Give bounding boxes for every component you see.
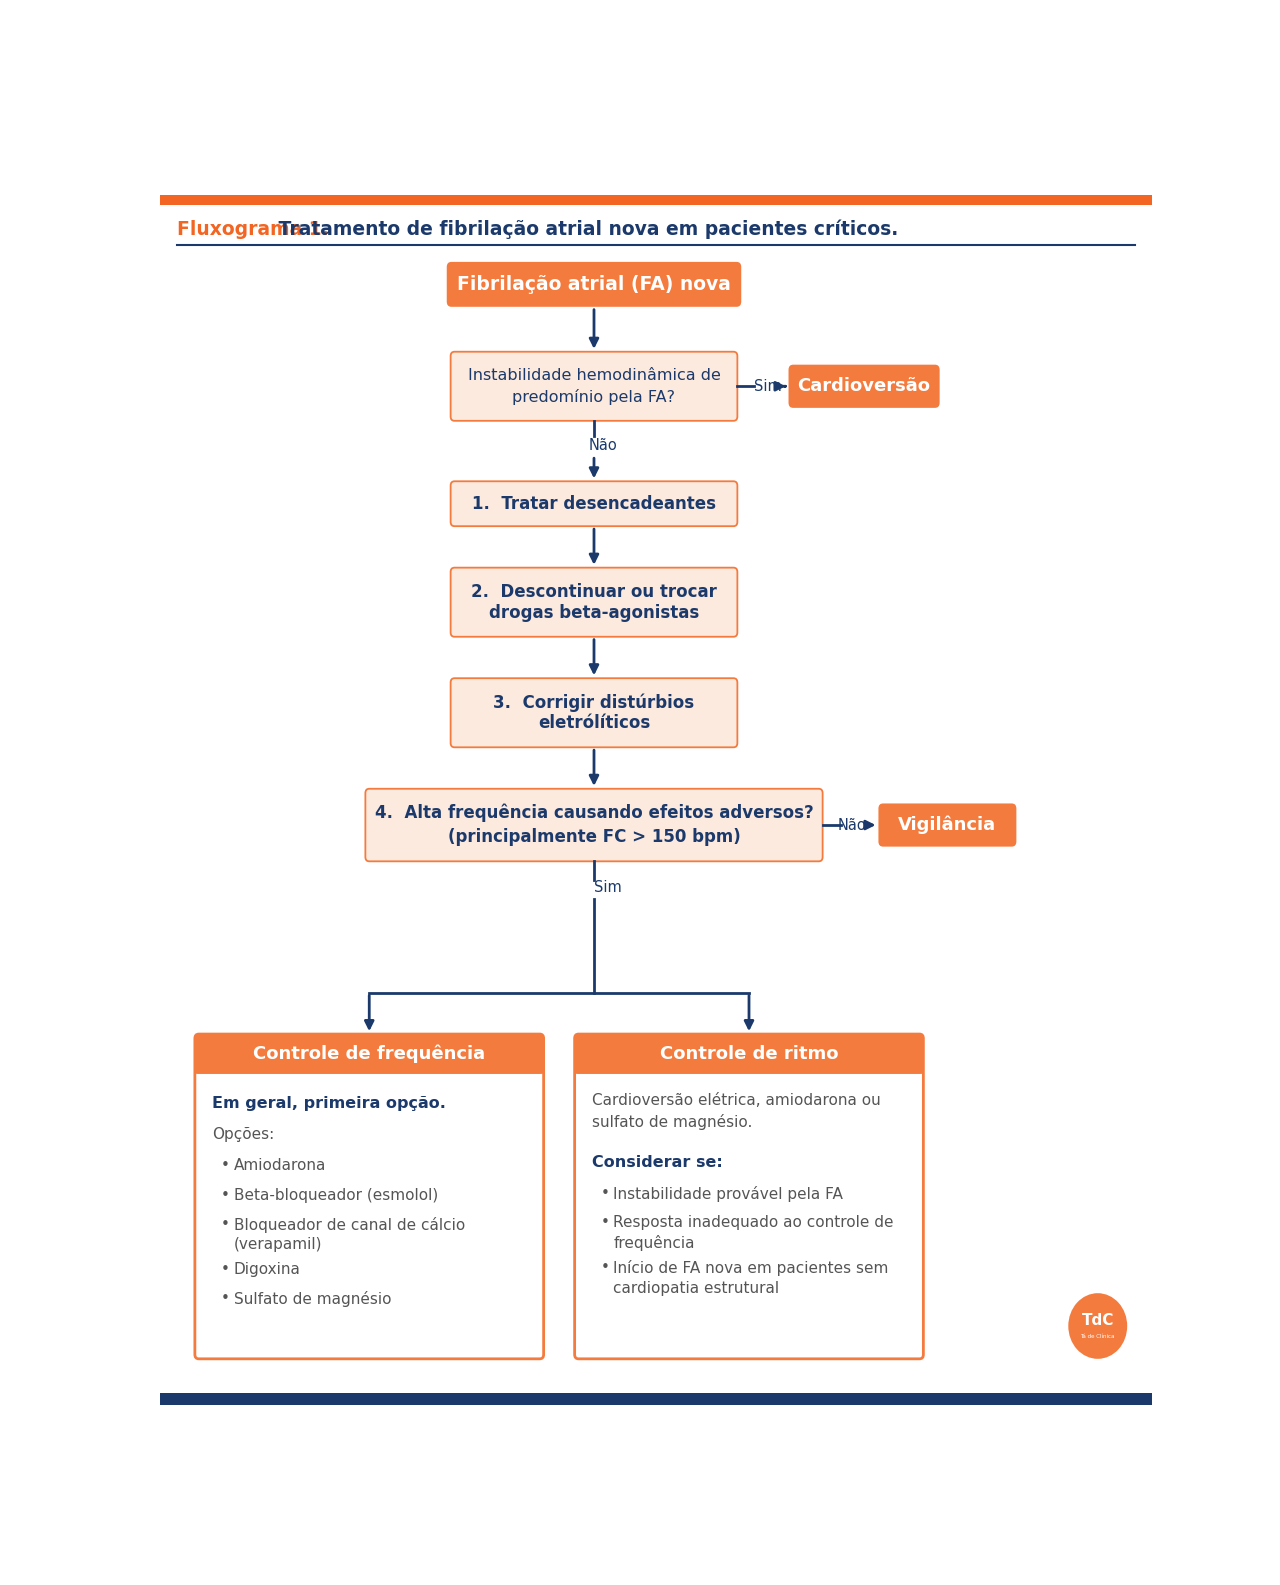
Bar — [160, 1393, 1152, 1406]
Bar — [160, 195, 1152, 204]
Text: Beta-bloqueador (esmolol): Beta-bloqueador (esmolol) — [234, 1187, 438, 1203]
Text: eletrólíticos: eletrólíticos — [538, 715, 650, 732]
Text: 2.  Descontinuar ou trocar: 2. Descontinuar ou trocar — [471, 583, 717, 601]
Text: TdC: TdC — [1082, 1314, 1114, 1328]
Text: Fluxograma 1.: Fluxograma 1. — [177, 220, 329, 239]
Text: (principalmente FC > 150 bpm): (principalmente FC > 150 bpm) — [448, 827, 740, 846]
Text: predomínio pela FA?: predomínio pela FA? — [512, 388, 676, 404]
Text: Sim: Sim — [754, 379, 782, 393]
Text: Cardioversão: Cardioversão — [797, 377, 931, 395]
Text: Resposta inadequado ao controle de
frequência: Resposta inadequado ao controle de frequ… — [613, 1216, 893, 1251]
FancyBboxPatch shape — [195, 1033, 544, 1358]
Text: Fibrilação atrial (FA) nova: Fibrilação atrial (FA) nova — [457, 274, 731, 293]
Text: Sulfato de magnésio: Sulfato de magnésio — [234, 1292, 392, 1308]
Text: Tratamento de fibrilação atrial nova em pacientes críticos.: Tratamento de fibrilação atrial nova em … — [273, 219, 899, 239]
Text: Vigilância: Vigilância — [899, 816, 996, 834]
Text: •: • — [221, 1187, 230, 1203]
FancyBboxPatch shape — [575, 1033, 923, 1073]
Text: 4.  Alta frequência causando efeitos adversos?: 4. Alta frequência causando efeitos adve… — [375, 804, 813, 823]
Text: Considerar se:: Considerar se: — [591, 1155, 722, 1170]
Text: Não: Não — [589, 437, 618, 452]
Text: Em geral, primeira opção.: Em geral, primeira opção. — [212, 1097, 445, 1111]
Text: drogas beta-agonistas: drogas beta-agonistas — [489, 604, 699, 621]
FancyBboxPatch shape — [195, 1054, 544, 1073]
FancyBboxPatch shape — [195, 1033, 544, 1073]
Text: •: • — [221, 1159, 230, 1173]
Text: Controle de frequência: Controle de frequência — [253, 1045, 485, 1064]
Text: Não: Não — [837, 818, 867, 832]
Text: Instabilidade provável pela FA: Instabilidade provável pela FA — [613, 1186, 844, 1201]
Text: Amiodarona: Amiodarona — [234, 1159, 326, 1173]
Text: Instabilidade hemodinâmica de: Instabilidade hemodinâmica de — [467, 368, 721, 384]
Text: Controle de ritmo: Controle de ritmo — [659, 1045, 838, 1064]
FancyBboxPatch shape — [451, 678, 737, 747]
Text: 3.  Corrigir distúrbios: 3. Corrigir distúrbios — [493, 693, 695, 712]
FancyBboxPatch shape — [447, 262, 741, 307]
Circle shape — [1069, 1293, 1128, 1358]
Text: •: • — [602, 1216, 609, 1230]
Text: Opções:: Opções: — [212, 1127, 274, 1143]
Text: Tá de Clínica: Tá de Clínica — [1080, 1335, 1115, 1339]
FancyBboxPatch shape — [451, 482, 737, 526]
Text: 1.  Tratar desencadeantes: 1. Tratar desencadeantes — [472, 495, 716, 512]
FancyBboxPatch shape — [365, 789, 823, 861]
FancyBboxPatch shape — [451, 567, 737, 637]
Text: Digoxina: Digoxina — [234, 1262, 301, 1278]
Text: Cardioversão elétrica, amiodarona ou
sulfato de magnésio.: Cardioversão elétrica, amiodarona ou sul… — [591, 1092, 881, 1130]
Text: •: • — [221, 1217, 230, 1232]
FancyBboxPatch shape — [788, 365, 940, 407]
Text: •: • — [602, 1186, 609, 1201]
FancyBboxPatch shape — [575, 1033, 923, 1358]
FancyBboxPatch shape — [878, 804, 1016, 846]
Text: Sim: Sim — [594, 880, 622, 894]
Text: •: • — [221, 1262, 230, 1278]
Text: Bloqueador de canal de cálcio
(verapamil): Bloqueador de canal de cálcio (verapamil… — [234, 1217, 465, 1252]
Text: •: • — [221, 1292, 230, 1306]
FancyBboxPatch shape — [451, 352, 737, 420]
Text: Início de FA nova em pacientes sem
cardiopatia estrutural: Início de FA nova em pacientes sem cardi… — [613, 1260, 888, 1295]
FancyBboxPatch shape — [575, 1054, 923, 1073]
Text: •: • — [602, 1260, 609, 1276]
